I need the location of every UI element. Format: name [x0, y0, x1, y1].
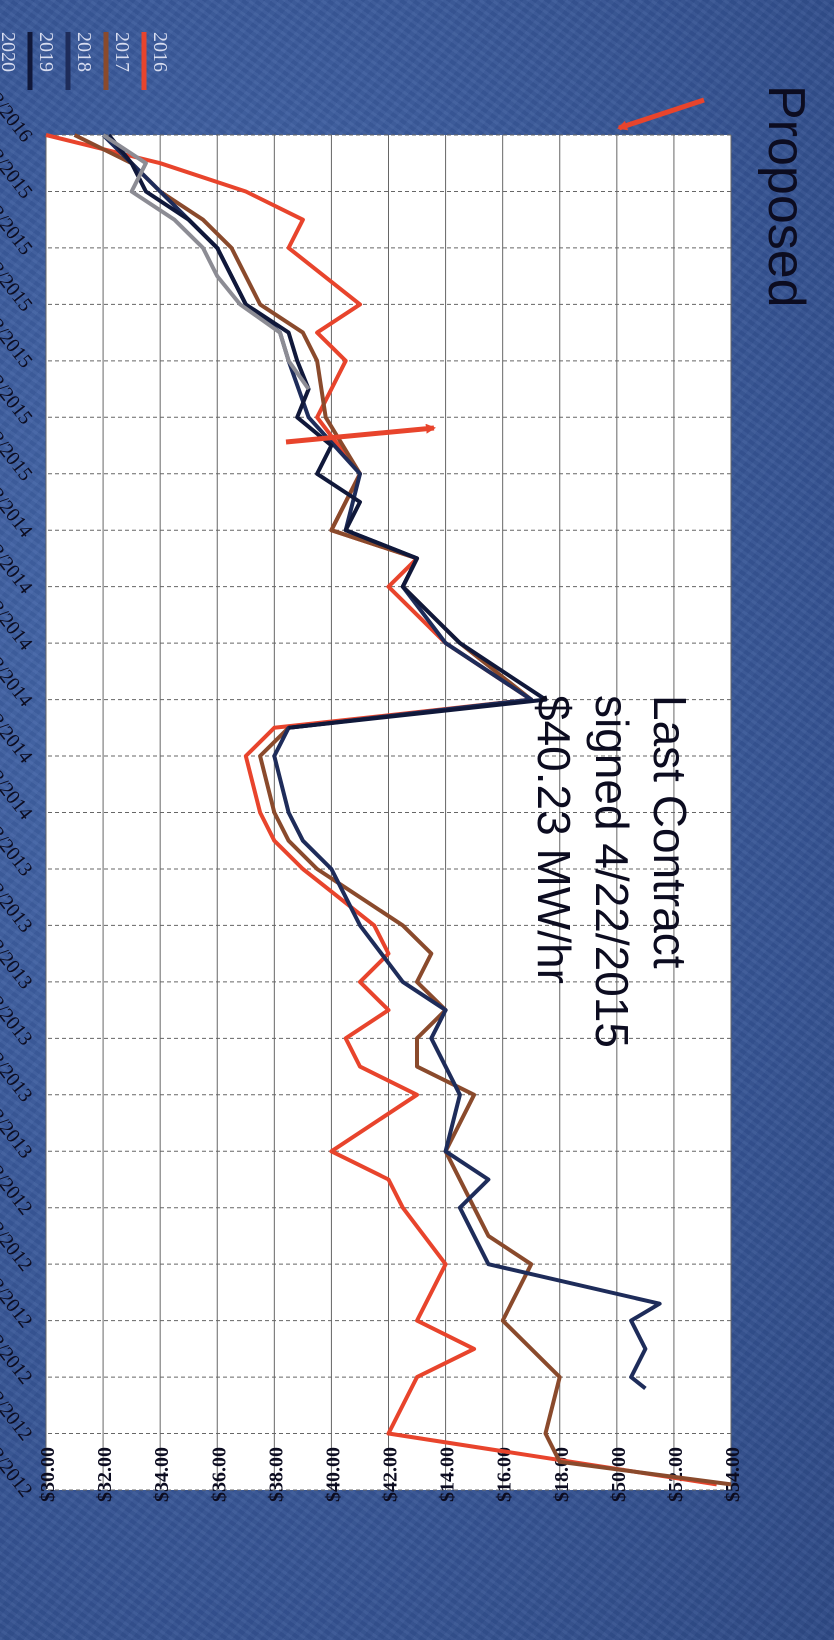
series-line-2020	[101, 133, 311, 391]
proposed-arrow	[617, 97, 705, 131]
last-contract-arrow	[285, 423, 436, 445]
legend-label-2018: 2018	[73, 32, 95, 72]
legend: 2016 2017 2018 2019 2020	[0, 32, 171, 90]
y-tick-label: $30.00	[37, 1447, 59, 1502]
annotation-line: Last Contract	[644, 695, 696, 969]
legend-label-2017: 2017	[111, 32, 133, 72]
legend-label-2016: 2016	[149, 32, 171, 72]
y-tick-label: $18.00	[551, 1447, 573, 1502]
legend-label-2020: 2020	[0, 32, 19, 72]
series-line-2019	[107, 133, 548, 730]
annotation-proposed: Proposed	[757, 85, 815, 308]
series-line-2016	[45, 133, 718, 1487]
annotation-line: $40.23 MW/hr	[528, 695, 580, 984]
y-tick-label: $50.00	[608, 1447, 630, 1502]
y-tick-label: $38.00	[265, 1447, 287, 1502]
legend-label-2019: 2019	[35, 32, 57, 72]
y-tick-label: $42.00	[380, 1447, 402, 1502]
y-tick-label: $40.00	[322, 1447, 344, 1502]
y-tick-label: $36.00	[208, 1447, 230, 1502]
annotation-line: signed 4/22/2015	[586, 695, 638, 1048]
y-tick-label: $52.00	[665, 1447, 687, 1502]
y-tick-label: $54.00	[722, 1447, 744, 1502]
y-tick-label: $34.00	[151, 1447, 173, 1502]
series-lines	[45, 133, 732, 1487]
y-tick-label: $32.00	[94, 1447, 116, 1502]
grid-lines	[45, 134, 732, 1491]
y-tick-label: $14.00	[437, 1447, 459, 1502]
y-tick-label: $16.00	[494, 1447, 516, 1502]
series-line-2017	[73, 133, 732, 1487]
x-tick-labels: 1/3/20123/3/20125/3/20127/3/20129/3/2012…	[0, 77, 37, 1502]
y-tick-labels: $54.00 $52.00 $50.00 $18.00 $16.00 $14.00 $42.…	[37, 1447, 744, 1502]
